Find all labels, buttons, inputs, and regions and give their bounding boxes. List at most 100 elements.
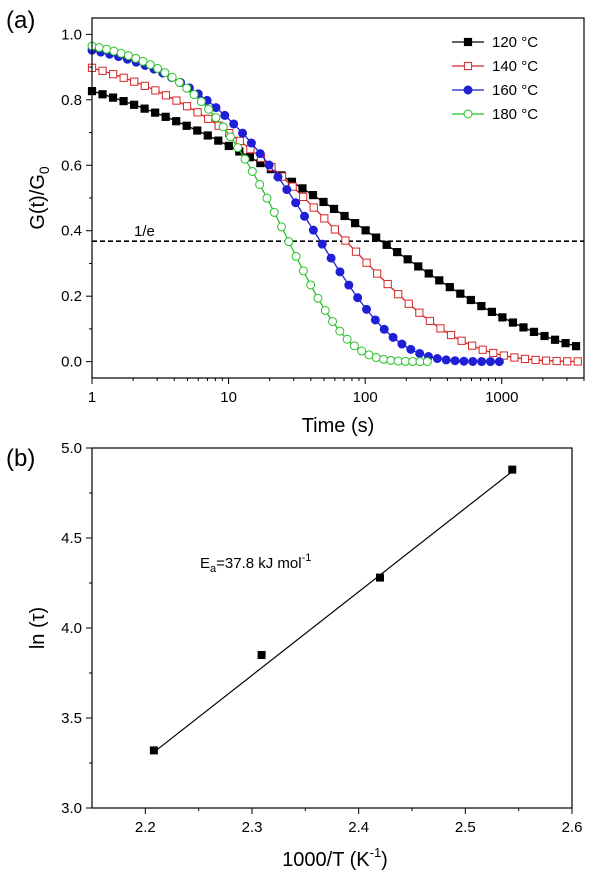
data-point [329,204,339,214]
data-point [393,247,402,257]
data-point [508,465,517,474]
data-point [308,190,318,200]
legend-marker [463,85,473,95]
data-point [520,354,530,364]
data-point [450,356,460,366]
y-tick-label: 0.4 [61,223,82,240]
data-point [357,346,367,356]
series-1 [87,63,582,366]
data-point [540,331,549,341]
y-tick-label: 0.0 [61,354,82,371]
data-point [508,318,518,327]
data-point [273,172,283,182]
y-tick-label: 3.0 [61,800,82,817]
data-point [211,103,221,113]
panel-a-x-ticks: 1 10 100 1000 [88,378,585,406]
data-point [441,355,451,365]
activation-energy-annotation: Ea=37.8 kJ mol-1 [200,552,311,575]
x-tick-label: 2.6 [562,819,583,836]
data-point [342,334,352,344]
x-tick-label: 1000 [485,389,518,406]
panel-b-x-axis-label-sup: -1 [370,845,382,860]
data-point [160,68,170,78]
data-point [487,307,496,316]
data-point [485,357,495,367]
data-point [204,104,214,114]
data-point [189,90,199,100]
data-point [328,316,338,326]
data-point [489,348,498,358]
legend-label: 120 °C [492,34,538,51]
data-point [353,293,363,303]
data-point [371,353,381,363]
data-point [257,651,266,659]
data-point [140,104,149,113]
data-point [498,313,507,322]
data-point [153,63,163,73]
data-point [373,269,382,278]
data-point [98,66,107,75]
data-point [414,262,423,271]
panel-b-plot-area [149,465,517,755]
data-point [182,121,191,130]
data-point [116,48,126,58]
data-point [233,143,243,153]
data-point [145,60,155,70]
panel-a-x-axis-label: Time (s) [302,415,375,437]
panel-b-label: (b) [6,445,35,472]
data-point [298,266,308,276]
data-point [225,132,235,142]
data-point [393,356,403,366]
data-point [341,236,350,245]
data-point [330,225,339,234]
data-point [541,356,551,365]
data-point [456,289,465,298]
data-point [499,351,508,360]
data-point [247,166,257,176]
panel-b: (b) 2.2 2.3 2.4 2.5 2.6 3.0 3.5 4.0 4.5 5.0 1000… [6,440,582,871]
data-point [262,193,272,203]
data-point [161,91,171,100]
data-point [388,332,398,342]
data-point [386,355,396,365]
data-point [308,225,318,235]
data-point [300,211,310,221]
data-point [204,114,213,123]
data-point [255,149,265,159]
y-tick-label: 3.5 [61,710,82,727]
data-point [98,90,107,99]
data-point [291,198,301,208]
data-point [468,341,477,350]
panel-b-x-axis-label-end: ) [381,849,388,871]
data-point [510,353,519,362]
panel-a: (a) 1/e 1 10 100 1000 0.0 0.2 0.4 0.6 0.8 1.0 Ti… [6,7,585,437]
x-tick-label: 2.4 [348,819,369,836]
data-point [309,203,318,212]
series-line [91,45,428,363]
panel-b-frame [91,447,573,809]
data-point [379,354,389,364]
data-point [340,211,349,221]
data-point [151,108,160,117]
data-point [468,356,478,366]
data-point [571,342,581,351]
data-point [306,280,316,290]
panel-a-y-axis-label-sub: 0 [36,166,52,174]
data-point [277,222,287,232]
legend-entry-0: 120 °C [452,34,538,51]
data-point [372,233,381,242]
data-point [319,197,328,207]
series-3 [87,41,432,367]
data-point [108,93,118,102]
x-tick-label: 2.3 [242,819,263,836]
data-point [149,746,158,755]
fit-line [153,470,513,753]
panel-a-y-axis-label-main: G(t)/G [27,174,49,230]
panel-a-plot-area: 1/e [87,41,584,367]
panel-b-y-axis-label: ln (τ) [27,607,49,649]
data-point [477,301,486,311]
panel-a-y-axis-label: G(t)/G0 [27,166,52,230]
series-0 [87,86,581,351]
data-point [138,56,148,66]
